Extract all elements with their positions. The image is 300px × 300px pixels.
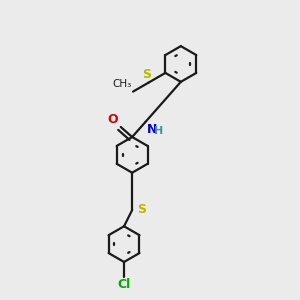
Text: S: S (142, 68, 152, 81)
Text: N: N (147, 123, 157, 136)
Text: Cl: Cl (117, 278, 131, 291)
Text: CH₃: CH₃ (112, 79, 131, 89)
Text: O: O (107, 113, 118, 126)
Text: H: H (154, 125, 164, 136)
Text: S: S (137, 203, 146, 216)
